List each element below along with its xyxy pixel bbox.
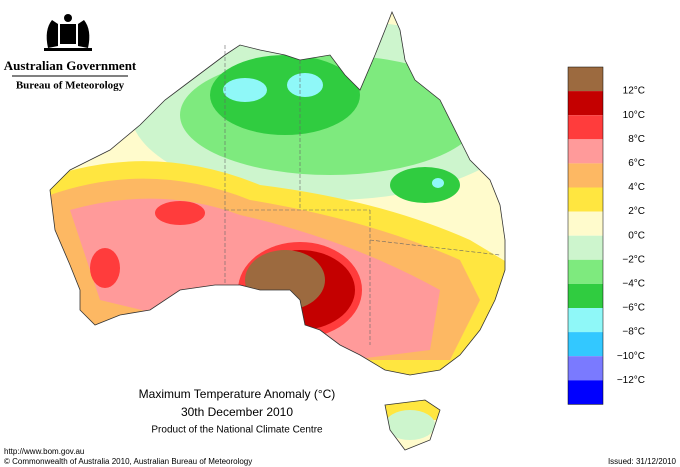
legend-label: −2°C <box>622 254 645 265</box>
legend-label: 8°C <box>628 134 645 145</box>
legend-frame <box>567 66 604 405</box>
legend-swatch <box>568 139 603 164</box>
legend-label: −12°C <box>617 375 645 386</box>
legend-label: 2°C <box>628 206 645 217</box>
legend-swatch <box>568 332 603 357</box>
legend-swatch <box>568 308 603 333</box>
legend-label: 4°C <box>628 182 645 193</box>
legend-swatch <box>568 235 603 260</box>
legend-label: 10°C <box>623 110 645 121</box>
legend: 12°C 10°C 8°C 6°C 4°C 2°C 0°C −2°C −4°C −6°C −8°C −… <box>567 66 645 405</box>
legend-swatch <box>568 115 603 140</box>
legend-swatch <box>568 356 603 381</box>
coat-of-arms <box>44 14 92 51</box>
coastline <box>49 10 506 451</box>
legend-swatch <box>568 187 603 212</box>
copyright: © Commonwealth of Australia 2010, Austra… <box>4 457 252 466</box>
url: http://www.bom.gov.au <box>4 447 84 456</box>
legend-label: −4°C <box>622 279 645 290</box>
legend-swatch <box>568 91 603 116</box>
legend-label: −8°C <box>622 327 645 338</box>
legend-label: −6°C <box>622 303 645 314</box>
state-borders <box>224 45 501 345</box>
issued-date: Issued: 31/12/2010 <box>608 457 677 466</box>
legend-label: 0°C <box>628 230 645 241</box>
map-credit: Product of the National Climate Centre <box>151 425 323 436</box>
legend-swatch <box>568 67 603 92</box>
legend-swatch <box>568 283 603 308</box>
map-date: 30th December 2010 <box>181 405 293 419</box>
legend-label: −10°C <box>617 351 645 362</box>
legend-swatch <box>568 380 603 405</box>
government-name: Australian Government <box>4 58 137 73</box>
legend-swatch <box>568 259 603 284</box>
map-title: Maximum Temperature Anomaly (°C) <box>139 387 336 401</box>
agency-name: Bureau of Meteorology <box>16 80 125 92</box>
legend-label: 12°C <box>623 86 645 97</box>
legend-label: 6°C <box>628 158 645 169</box>
legend-swatch <box>568 163 603 188</box>
legend-swatch <box>568 211 603 236</box>
